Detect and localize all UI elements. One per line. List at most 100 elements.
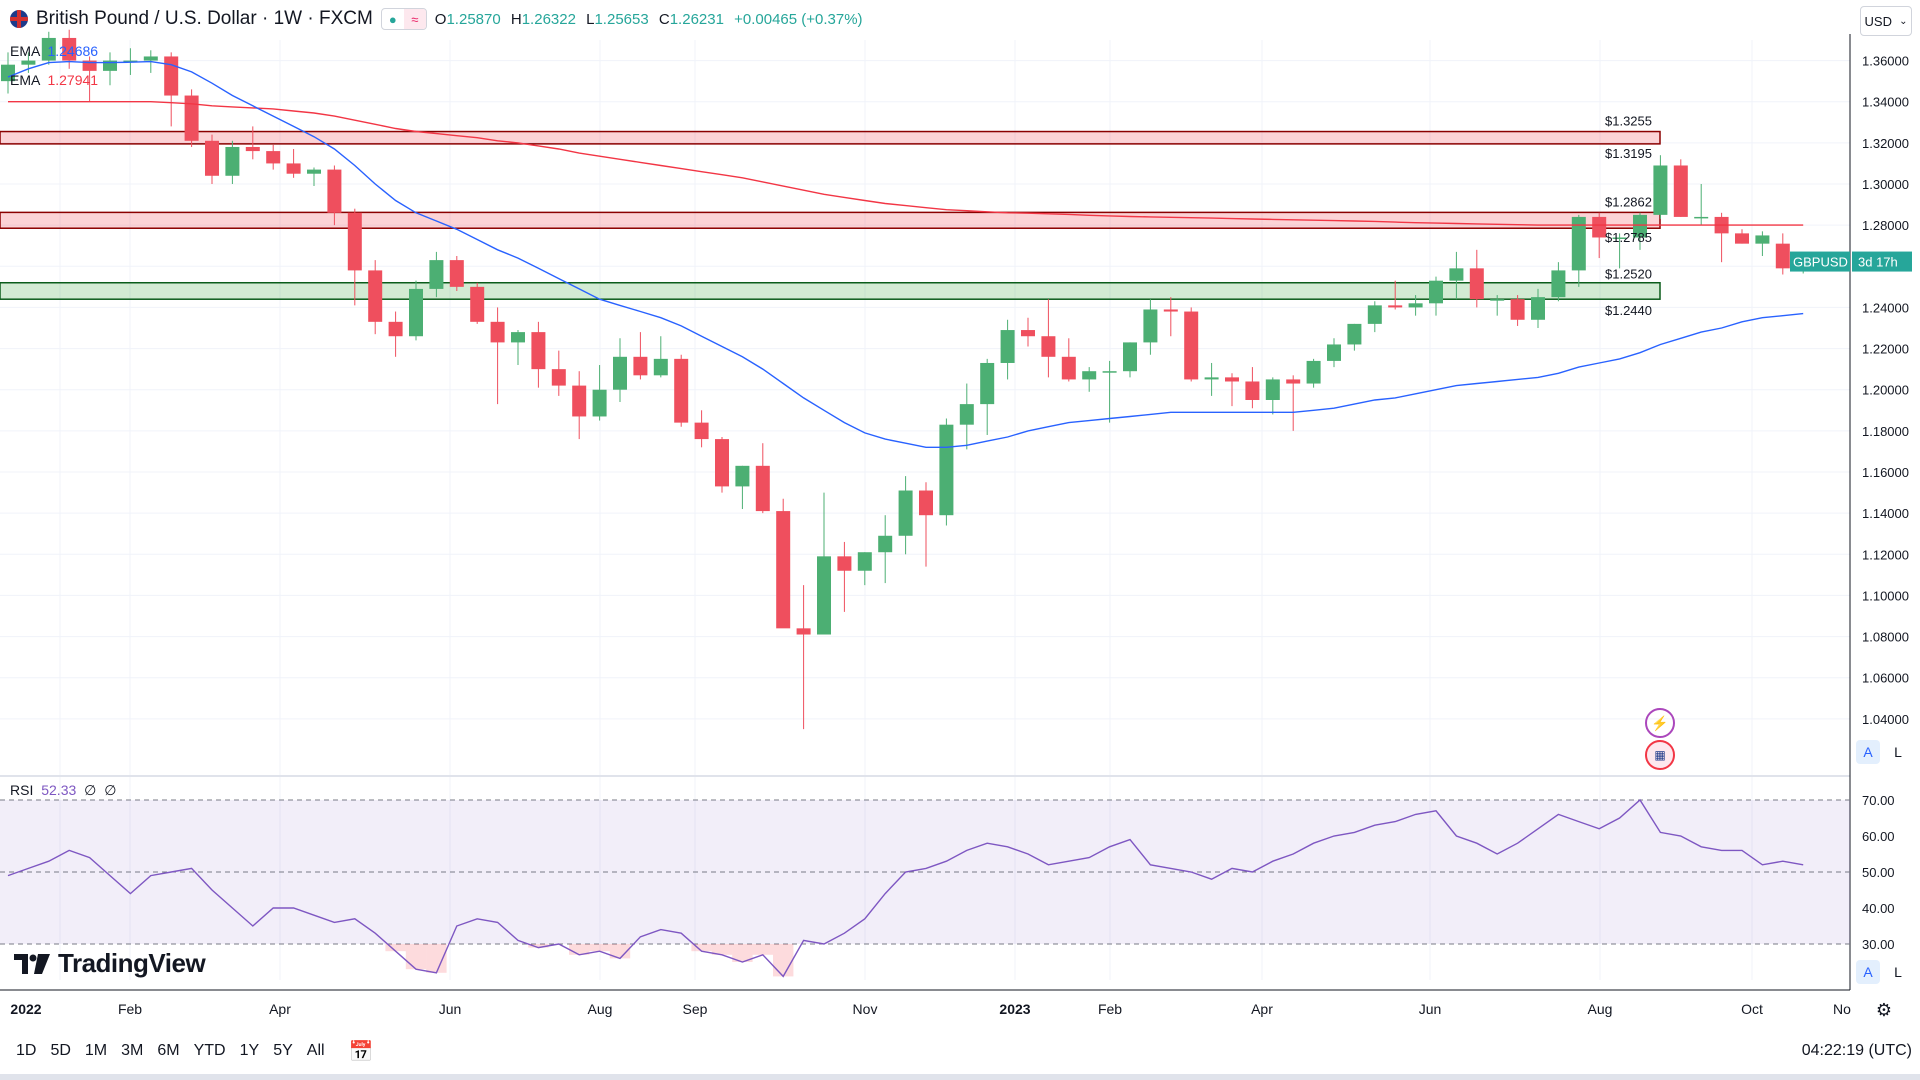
candle-body — [1204, 377, 1219, 380]
price-tick-label: 1.06000 — [1862, 671, 1909, 686]
price-tick-label: 1.18000 — [1862, 424, 1909, 439]
candle-body — [1143, 309, 1158, 343]
level-label: $1.3195 — [1605, 146, 1652, 161]
tradingview-wordmark: TradingView — [58, 948, 206, 978]
range-button-3m[interactable]: 3M — [121, 1042, 144, 1059]
candle-body — [1633, 214, 1647, 238]
time-tick-label: Apr — [269, 1001, 291, 1017]
candle-body — [1775, 243, 1790, 269]
rsi-oversold-fill — [609, 944, 631, 959]
rsi-oversold-fill — [691, 944, 712, 952]
currency-selector[interactable]: USD ⌄ — [1860, 6, 1912, 36]
candle-body — [1510, 299, 1525, 320]
time-tick-label: Oct — [1741, 1001, 1763, 1017]
range-button-5y[interactable]: 5Y — [273, 1042, 293, 1059]
candle-body — [1571, 216, 1586, 271]
price-tick-label: 1.16000 — [1862, 465, 1909, 480]
candle-body — [62, 37, 77, 61]
candle-body — [1694, 216, 1709, 219]
gbpusd-flag-icon — [10, 10, 28, 28]
candle-body — [653, 358, 668, 376]
symbol-header[interactable]: British Pound / U.S. Dollar · 1W · FXCM … — [10, 8, 869, 30]
candle-body — [307, 169, 321, 174]
range-button-1d[interactable]: 1D — [16, 1042, 37, 1059]
rsi-oversold-fill — [752, 944, 773, 955]
price-tick-label: 1.12000 — [1862, 547, 1909, 562]
change-value: +0.00465 (+0.37%) — [734, 10, 863, 28]
candle-body — [1551, 270, 1566, 298]
last-price-symbol-box — [1790, 251, 1850, 272]
candle-body — [1490, 299, 1505, 301]
rsi-param-1: ∅ — [84, 782, 97, 798]
log-scale-button[interactable]: L — [1894, 744, 1902, 760]
level-label: $1.2520 — [1605, 267, 1652, 282]
symbol-title[interactable]: British Pound / U.S. Dollar · 1W · FXCM — [36, 8, 373, 29]
candle-body — [735, 465, 750, 487]
candle-body — [796, 628, 811, 635]
range-button-all[interactable]: All — [306, 1042, 325, 1059]
candle-body — [1061, 356, 1076, 380]
utc-clock[interactable]: 04:22:19 (UTC) — [1801, 1042, 1912, 1059]
candle-body — [225, 146, 240, 176]
high-value: 1.26322 — [521, 10, 576, 28]
range-button-1y[interactable]: 1Y — [239, 1042, 260, 1059]
settings-gear-icon[interactable]: ⚙ — [1875, 999, 1893, 1020]
candle-body — [1612, 237, 1627, 239]
range-buttons: 1D 5D 1M 3M 6M YTD 1Y 5Y All — [14, 1040, 327, 1062]
rsi-legend[interactable]: RSI 52.33 ∅ ∅ — [10, 782, 116, 799]
ema-fast-value: 1.24686 — [47, 43, 99, 59]
data-problem-icon: ≈ — [403, 9, 426, 29]
candle-body — [674, 358, 689, 423]
rsi-log-scale-button[interactable]: L — [1894, 964, 1902, 980]
rsi-oversold-fill — [528, 944, 549, 948]
candle-body — [1041, 336, 1056, 357]
tradingview-logo[interactable]: TradingView — [14, 948, 206, 979]
candle-body — [939, 424, 954, 516]
candle-body — [1367, 305, 1382, 324]
candle-body — [266, 151, 281, 164]
rsi-oversold-fill — [773, 944, 794, 977]
rsi-oversold-fill — [405, 944, 427, 970]
ema-fast-legend[interactable]: EMA 1.24686 — [10, 43, 98, 59]
ema-slow-line — [8, 100, 1804, 226]
candle-body — [1265, 379, 1280, 400]
candle-body — [898, 490, 913, 536]
rsi-oversold-fill — [711, 944, 733, 955]
time-tick-label: Aug — [1588, 1001, 1613, 1017]
candle-body — [429, 260, 444, 289]
chart-status-toggle[interactable]: ● ≈ — [380, 8, 427, 30]
lightning-event-icon[interactable]: ⚡ — [1645, 708, 1675, 738]
rsi-param-2: ∅ — [104, 782, 117, 798]
range-button-6m[interactable]: 6M — [157, 1042, 180, 1059]
currency-label: USD — [1864, 13, 1892, 29]
ema-slow-legend[interactable]: EMA 1.27941 — [10, 72, 98, 88]
rsi-auto-scale-button[interactable]: A — [1856, 960, 1880, 984]
us-flag-event-icon[interactable]: ▦ — [1645, 740, 1675, 770]
range-button-ytd[interactable]: YTD — [193, 1042, 226, 1059]
candle-body — [1469, 268, 1484, 300]
price-tick-label: 1.08000 — [1862, 630, 1909, 645]
candle-body — [245, 146, 260, 152]
candle-body — [1755, 235, 1770, 244]
candle-body — [327, 169, 342, 213]
candle-body — [613, 356, 627, 390]
bottom-strip — [0, 1074, 1920, 1080]
ema-fast-line — [7, 60, 1804, 448]
candle-body — [205, 140, 219, 176]
price-tick-label: 1.04000 — [1862, 712, 1909, 727]
auto-scale-button[interactable]: A — [1856, 740, 1880, 764]
range-button-5d[interactable]: 5D — [50, 1042, 71, 1059]
low-value: 1.25653 — [594, 10, 649, 28]
candle-body — [82, 60, 97, 71]
range-button-1m[interactable]: 1M — [84, 1042, 108, 1059]
rsi-oversold-fill — [385, 944, 406, 952]
candle-body — [1388, 305, 1403, 308]
price-tick-label: 1.32000 — [1862, 136, 1909, 151]
candle-body — [1347, 323, 1362, 345]
time-tick-label: 2022 — [10, 1001, 41, 1017]
calendar-goto-icon[interactable]: 📅 — [348, 1040, 374, 1063]
level-zone-resistance — [0, 130, 1661, 145]
candle-body — [490, 321, 505, 343]
candle-body — [143, 56, 158, 61]
